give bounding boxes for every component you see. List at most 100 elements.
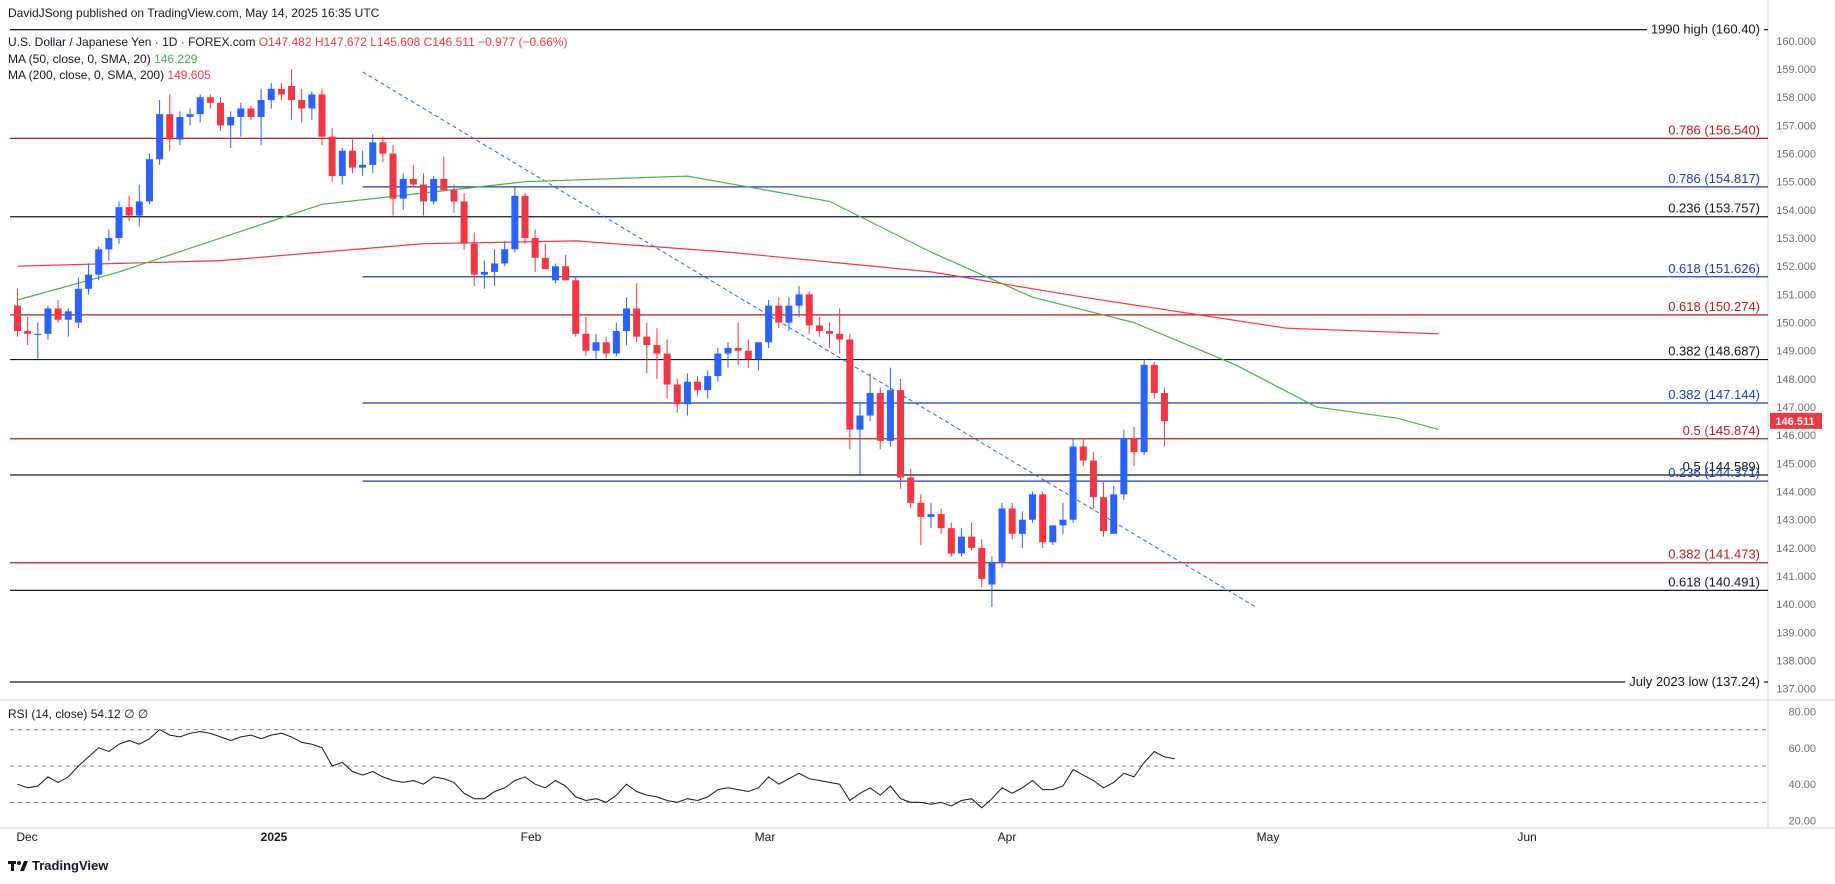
price-tick-label: 142.000: [1776, 543, 1816, 555]
candle: [643, 322, 651, 374]
candle-body: [257, 100, 265, 117]
candle-body: [308, 94, 316, 109]
fib-level-label: 0.382 (141.473): [1668, 547, 1760, 562]
candle-body: [612, 331, 620, 354]
candle: [501, 240, 509, 267]
candle: [673, 378, 681, 413]
candle-body: [633, 308, 641, 337]
fib-level-label: 0.786 (156.540): [1668, 122, 1760, 137]
candle: [744, 339, 752, 368]
candle-body: [14, 305, 21, 332]
candle-body: [917, 502, 925, 517]
candle: [957, 528, 965, 557]
candle: [785, 297, 793, 332]
candle: [14, 288, 21, 337]
price-tick-label: 155.000: [1776, 177, 1816, 189]
candle-body: [34, 333, 42, 335]
candle-body: [145, 159, 153, 202]
candle-body: [937, 514, 945, 529]
fib-level-label: 0.382 (148.687): [1668, 344, 1760, 359]
candle-body: [115, 207, 123, 239]
candle: [1110, 485, 1118, 534]
candle: [237, 102, 245, 137]
price-tick-label: 144.000: [1776, 487, 1816, 499]
candle: [318, 88, 326, 146]
time-tick-label: Jun: [1517, 830, 1536, 844]
price-tick-label: 147.000: [1776, 402, 1816, 414]
candle-body: [815, 325, 823, 332]
price-tick-label: 146.000: [1776, 430, 1816, 442]
candle: [54, 300, 62, 323]
fib-level-label: 0.5 (144.589): [1683, 459, 1760, 474]
candle-body: [1120, 438, 1128, 495]
candle-body: [166, 114, 174, 140]
candle: [430, 176, 438, 205]
candle: [1029, 491, 1036, 523]
price-tick-label: 153.000: [1776, 233, 1816, 245]
candle-body: [288, 85, 296, 101]
published-note: DavidJSong published on TradingView.com,…: [8, 6, 380, 20]
candle: [927, 502, 935, 529]
candle-body: [1089, 460, 1097, 498]
tradingview-logo[interactable]: TradingView: [8, 858, 108, 873]
candle-body: [694, 381, 702, 391]
candle-body: [947, 528, 955, 554]
candle: [1130, 426, 1138, 467]
candle-body: [1100, 497, 1108, 531]
fib-level-label: 0.5 (145.874): [1683, 423, 1760, 438]
candle-body: [826, 331, 833, 334]
price-axis[interactable]: 137.000 138.000 139.000 140.000 141.000 142.0…: [1770, 36, 1822, 696]
time-axis[interactable]: Dec 2025 Feb Mar Apr May Jun: [16, 830, 1536, 844]
price-tick-label: 143.000: [1776, 515, 1816, 527]
level-label-bg: [1646, 20, 1764, 38]
candle-body: [1110, 494, 1118, 534]
rsi-legend[interactable]: RSI (14, close) 54.12 ∅ ∅: [8, 707, 148, 721]
candle-body: [836, 333, 844, 340]
candle-body: [582, 333, 590, 351]
ma50-legend[interactable]: MA (50, close, 0, SMA, 20) 146.229: [8, 52, 197, 66]
brand-name: TradingView: [32, 858, 109, 873]
candle-body: [470, 243, 478, 275]
candle-body: [1140, 364, 1148, 453]
candle-body: [318, 94, 326, 137]
candle: [1160, 387, 1168, 447]
candle-body: [54, 308, 62, 320]
fib-level-label: 1990 high (160.40): [1651, 22, 1760, 37]
candle: [288, 69, 296, 120]
time-tick-label: Dec: [16, 830, 37, 844]
candle: [856, 401, 864, 475]
candle: [217, 97, 224, 132]
ma200-legend[interactable]: MA (200, close, 0, SMA, 200) 149.605: [8, 68, 211, 82]
candle-body: [592, 342, 600, 351]
candle-body: [795, 294, 803, 306]
candle-body: [440, 178, 448, 191]
price-tick-label: 152.000: [1776, 261, 1816, 273]
candle-body: [1130, 438, 1138, 453]
candle: [1150, 362, 1158, 399]
candle-body: [562, 266, 570, 281]
candle: [876, 387, 884, 450]
candle-body: [460, 201, 468, 244]
candle: [64, 308, 72, 337]
candle: [714, 347, 722, 382]
price-tick-label: 149.000: [1776, 346, 1816, 358]
candle-body: [1049, 525, 1057, 543]
candle: [257, 88, 265, 146]
candle: [176, 111, 184, 146]
candle-body: [978, 547, 986, 579]
candle-body: [156, 114, 164, 160]
candle-body: [1018, 519, 1026, 534]
candle: [1059, 502, 1067, 534]
ma50-label: MA (50, close, 0, SMA, 20): [8, 52, 151, 66]
rsi-tick-label: 60.00: [1788, 743, 1816, 755]
candle: [937, 508, 945, 534]
moving-averages: [17, 175, 1439, 431]
candle: [105, 229, 113, 261]
price-tick-label: 150.000: [1776, 318, 1816, 330]
candle: [389, 145, 397, 216]
candle-body: [217, 102, 224, 126]
candle: [420, 173, 427, 216]
candle: [115, 201, 123, 244]
trendline: [362, 71, 1257, 608]
